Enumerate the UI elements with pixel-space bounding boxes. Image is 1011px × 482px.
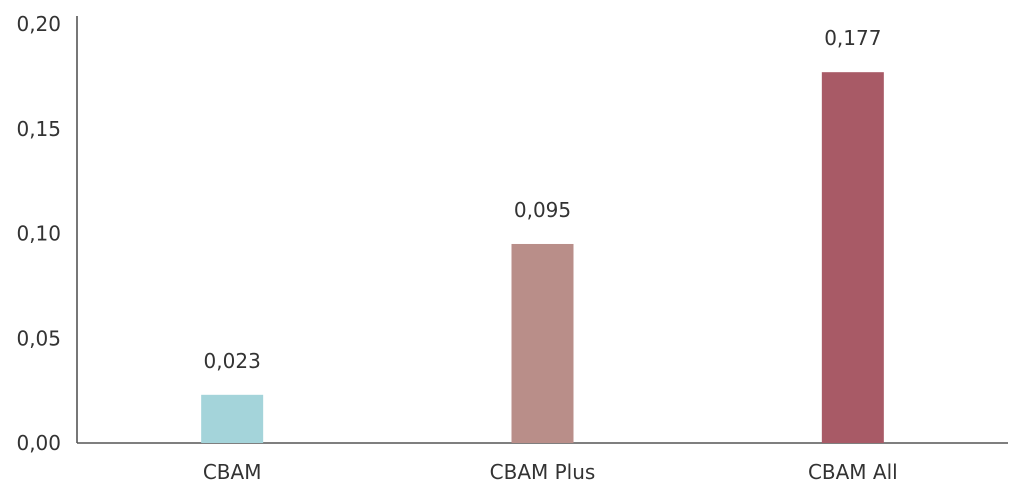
bar-cbam-plus: [511, 243, 574, 443]
y-tick-label: 0,10: [16, 222, 61, 246]
x-category-label: CBAM Plus: [490, 460, 596, 482]
y-tick-label: 0,05: [16, 326, 61, 350]
category-labels-group: CBAM CBAM Plus CBAM All: [203, 460, 898, 482]
data-label: 0,177: [824, 26, 881, 50]
y-axis-ticks: 0,00 0,05 0,10 0,15 0,20: [16, 12, 61, 455]
x-category-label: CBAM: [203, 460, 262, 482]
data-label: 0,023: [204, 349, 261, 373]
y-tick-label: 0,15: [16, 117, 61, 141]
bar-cbam-all: [821, 72, 884, 443]
bars-group: [201, 72, 884, 443]
y-tick-label: 0,20: [16, 12, 61, 36]
data-label: 0,095: [514, 198, 571, 222]
x-category-label: CBAM All: [808, 460, 898, 482]
bar-cbam: [201, 394, 264, 443]
y-tick-label: 0,00: [16, 431, 61, 455]
data-labels-group: 0,023 0,095 0,177: [204, 26, 882, 373]
